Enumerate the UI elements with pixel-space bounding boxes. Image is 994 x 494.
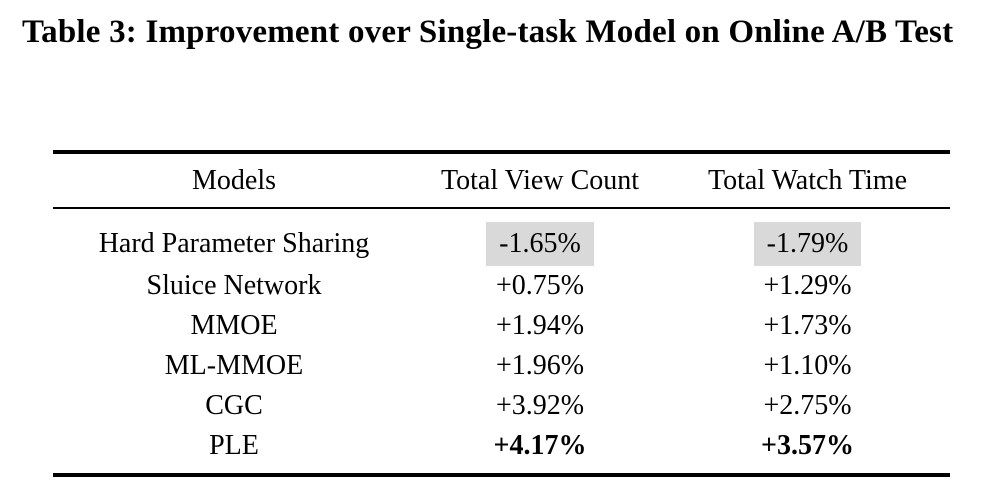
table-row-cgc: CGC +3.92% +2.75%: [53, 386, 950, 426]
table-row-mmoe: MMOE +1.94% +1.73%: [53, 306, 950, 346]
model-name-cell: PLE: [209, 430, 259, 461]
watch-time-cell: +1.10%: [763, 350, 852, 381]
model-name-cell: CGC: [205, 390, 263, 421]
results-table: Models Total View Count Total Watch Time…: [53, 150, 950, 477]
col-header-total-view-count: Total View Count: [415, 152, 665, 209]
col-header-models: Models: [53, 152, 415, 209]
model-name-cell: MMOE: [190, 310, 278, 341]
highlighted-value: -1.79%: [753, 222, 862, 266]
col-header-total-watch-time: Total Watch Time: [665, 152, 950, 209]
watch-time-cell: +2.75%: [763, 390, 852, 421]
watch-time-cell: +1.73%: [763, 310, 852, 341]
table-row-ple: PLE +4.17% +3.57%: [53, 426, 950, 475]
model-name-cell: ML-MMOE: [164, 350, 304, 381]
table-caption: Table 3: Improvement over Single-task Mo…: [22, 14, 954, 50]
view-count-cell: +3.92%: [495, 390, 585, 421]
watch-time-cell: -1.79%: [665, 208, 950, 266]
view-count-cell: +1.94%: [495, 310, 585, 341]
highlighted-value: -1.65%: [486, 222, 594, 266]
table-row-ml-mmoe: ML-MMOE +1.96% +1.10%: [53, 346, 950, 386]
view-count-cell: +1.96%: [495, 350, 585, 381]
table-row-sluice-network: Sluice Network +0.75% +1.29%: [53, 266, 950, 306]
view-count-cell: +0.75%: [495, 270, 585, 301]
watch-time-cell: +1.29%: [763, 270, 852, 301]
header-row: Models Total View Count Total Watch Time: [53, 152, 950, 209]
view-count-cell: +4.17%: [493, 430, 587, 461]
watch-time-cell: +3.57%: [761, 430, 854, 461]
table-row-hard-parameter-sharing: Hard Parameter Sharing -1.65% -1.79%: [53, 208, 950, 266]
model-name-cell: Hard Parameter Sharing: [98, 228, 370, 259]
model-name-cell: Sluice Network: [146, 270, 322, 301]
view-count-cell: -1.65%: [415, 208, 665, 266]
